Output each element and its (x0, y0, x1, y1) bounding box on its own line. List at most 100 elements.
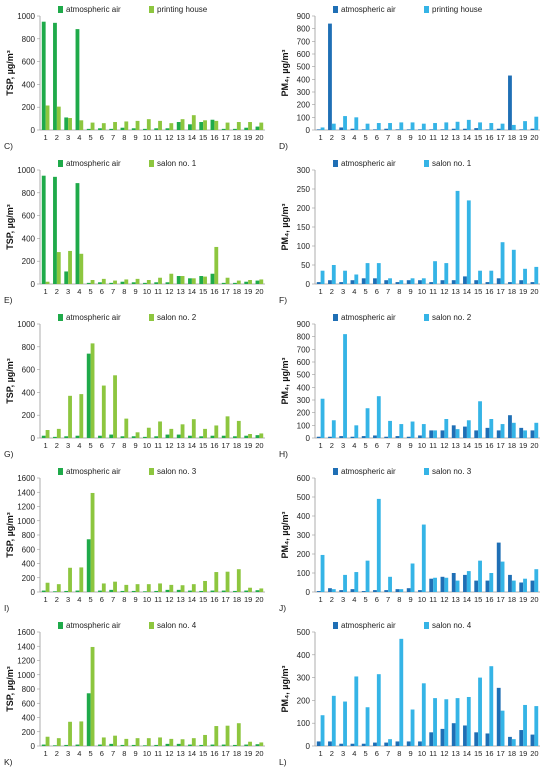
bar-salon-no-1-11 (433, 261, 437, 284)
x-tick-label: 7 (386, 749, 390, 758)
y-axis-label: PM₄, µg/m³ (280, 50, 290, 97)
x-tick-label: 17 (221, 749, 229, 758)
legend-swatch (333, 622, 338, 629)
bar-salon-no-1-18 (511, 249, 516, 284)
x-tick-label: 13 (451, 133, 459, 142)
x-tick-label: 15 (474, 441, 482, 450)
x-tick-label: 19 (519, 595, 527, 604)
bar-atmospheric-air-2 (53, 745, 57, 746)
bar-atmospheric-air-3 (64, 744, 69, 746)
bar-salon-no-1-8 (124, 279, 129, 284)
x-tick-label: 7 (111, 595, 115, 604)
y-tick-label: 1400 (17, 642, 35, 651)
bar-salon-no-2-18 (511, 422, 516, 438)
x-tick-label: 12 (440, 133, 448, 142)
y-tick-label: 600 (22, 699, 36, 708)
bar-salon-no-2-12 (444, 419, 449, 438)
x-tick-label: 6 (100, 749, 104, 758)
bar-salon-no-2-9 (410, 421, 415, 438)
bar-atmospheric-air-5 (86, 128, 91, 130)
bar-atmospheric-air-14 (463, 128, 467, 130)
bar-salon-no-3-6 (101, 583, 106, 592)
legend-swatch (424, 622, 429, 629)
x-tick-label: 3 (66, 441, 70, 450)
y-tick-label: 500 (297, 628, 311, 637)
chart-panel-7: 0 200 400 600 800 1000 1200 1400 1600 TSP, µg/m³ 1… (4, 467, 265, 613)
bar-salon-no-1-2 (56, 252, 61, 284)
legend-entry: atmospheric air (341, 159, 396, 168)
bar-printing-house-10 (146, 119, 151, 130)
bar-salon-no-1-10 (421, 278, 426, 284)
bar-atmospheric-air-3 (64, 590, 69, 592)
bar-atmospheric-air-17 (496, 430, 501, 438)
bar-salon-no-4-1 (45, 736, 50, 746)
bar-atmospheric-air-2 (328, 436, 332, 438)
bar-atmospheric-air-3 (339, 743, 344, 746)
bar-salon-no-1-5 (365, 263, 370, 284)
x-tick-label: 10 (143, 749, 151, 758)
bar-atmospheric-air-9 (131, 128, 136, 130)
bar-salon-no-1-13 (455, 190, 460, 284)
y-tick-label: 200 (297, 696, 311, 705)
x-tick-label: 9 (134, 595, 138, 604)
x-tick-label: 10 (418, 287, 426, 296)
bar-atmospheric-air-19 (244, 281, 249, 284)
bar-salon-no-3-19 (248, 587, 252, 592)
bar-atmospheric-air-14 (188, 435, 192, 438)
bar-salon-no-2-11 (158, 421, 162, 438)
bar-salon-no-2-11 (433, 430, 437, 438)
bar-atmospheric-air-7 (109, 128, 114, 130)
bar-atmospheric-air-1 (41, 744, 46, 746)
bar-atmospheric-air-16 (485, 733, 490, 746)
x-tick-label: 1 (319, 133, 323, 142)
bar-salon-no-1-2 (331, 265, 336, 284)
bar-printing-house-18 (511, 124, 516, 130)
bar-atmospheric-air-17 (221, 590, 226, 592)
y-tick-label: 1600 (17, 474, 35, 483)
x-tick-label: 8 (397, 133, 401, 142)
bar-atmospheric-air-17 (221, 128, 226, 130)
legend-entry: printing house (157, 5, 208, 14)
y-tick-label: 1200 (17, 503, 35, 512)
bar-salon-no-3-3 (343, 574, 347, 592)
bar-atmospheric-air-12 (165, 589, 170, 592)
bar-atmospheric-air-3 (64, 436, 69, 438)
x-tick-label: 19 (519, 133, 527, 142)
bar-printing-house-9 (135, 120, 140, 130)
x-tick-label: 20 (255, 133, 263, 142)
y-tick-label: 400 (297, 651, 311, 660)
bar-printing-house-8 (399, 122, 404, 130)
x-tick-label: 2 (55, 441, 59, 450)
bar-printing-house-13 (455, 121, 460, 130)
bar-salon-no-3-16 (489, 573, 494, 592)
x-tick-label: 5 (364, 595, 368, 604)
y-tick-label: 1200 (17, 657, 35, 666)
bar-atmospheric-air-8 (120, 127, 125, 130)
x-tick-label: 20 (530, 595, 538, 604)
y-axis-label: PM₄, µg/m³ (280, 204, 290, 251)
bar-atmospheric-air-11 (154, 590, 159, 592)
x-tick-label: 7 (111, 749, 115, 758)
x-tick-label: 14 (188, 749, 196, 758)
bar-salon-no-1-1 (45, 281, 50, 284)
bar-atmospheric-air-3 (339, 436, 344, 438)
bar-salon-no-3-12 (444, 577, 449, 592)
bar-salon-no-1-6 (101, 278, 106, 284)
bar-salon-no-1-3 (343, 270, 347, 284)
x-tick-label: 6 (375, 287, 379, 296)
legend-entry: atmospheric air (341, 467, 396, 476)
bar-salon-no-3-11 (158, 583, 162, 592)
bar-atmospheric-air-8 (395, 436, 400, 438)
bar-atmospheric-air-10 (143, 745, 147, 746)
x-tick-label: 3 (341, 287, 345, 296)
bar-printing-house-19 (248, 122, 252, 130)
bar-salon-no-2-10 (421, 424, 426, 438)
bar-atmospheric-air-1 (41, 435, 46, 438)
bar-atmospheric-air-20 (255, 126, 260, 130)
bar-salon-no-4-11 (433, 698, 437, 746)
bar-salon-no-3-5 (90, 492, 95, 592)
bar-atmospheric-air-9 (131, 590, 136, 592)
bar-printing-house-11 (158, 120, 162, 130)
